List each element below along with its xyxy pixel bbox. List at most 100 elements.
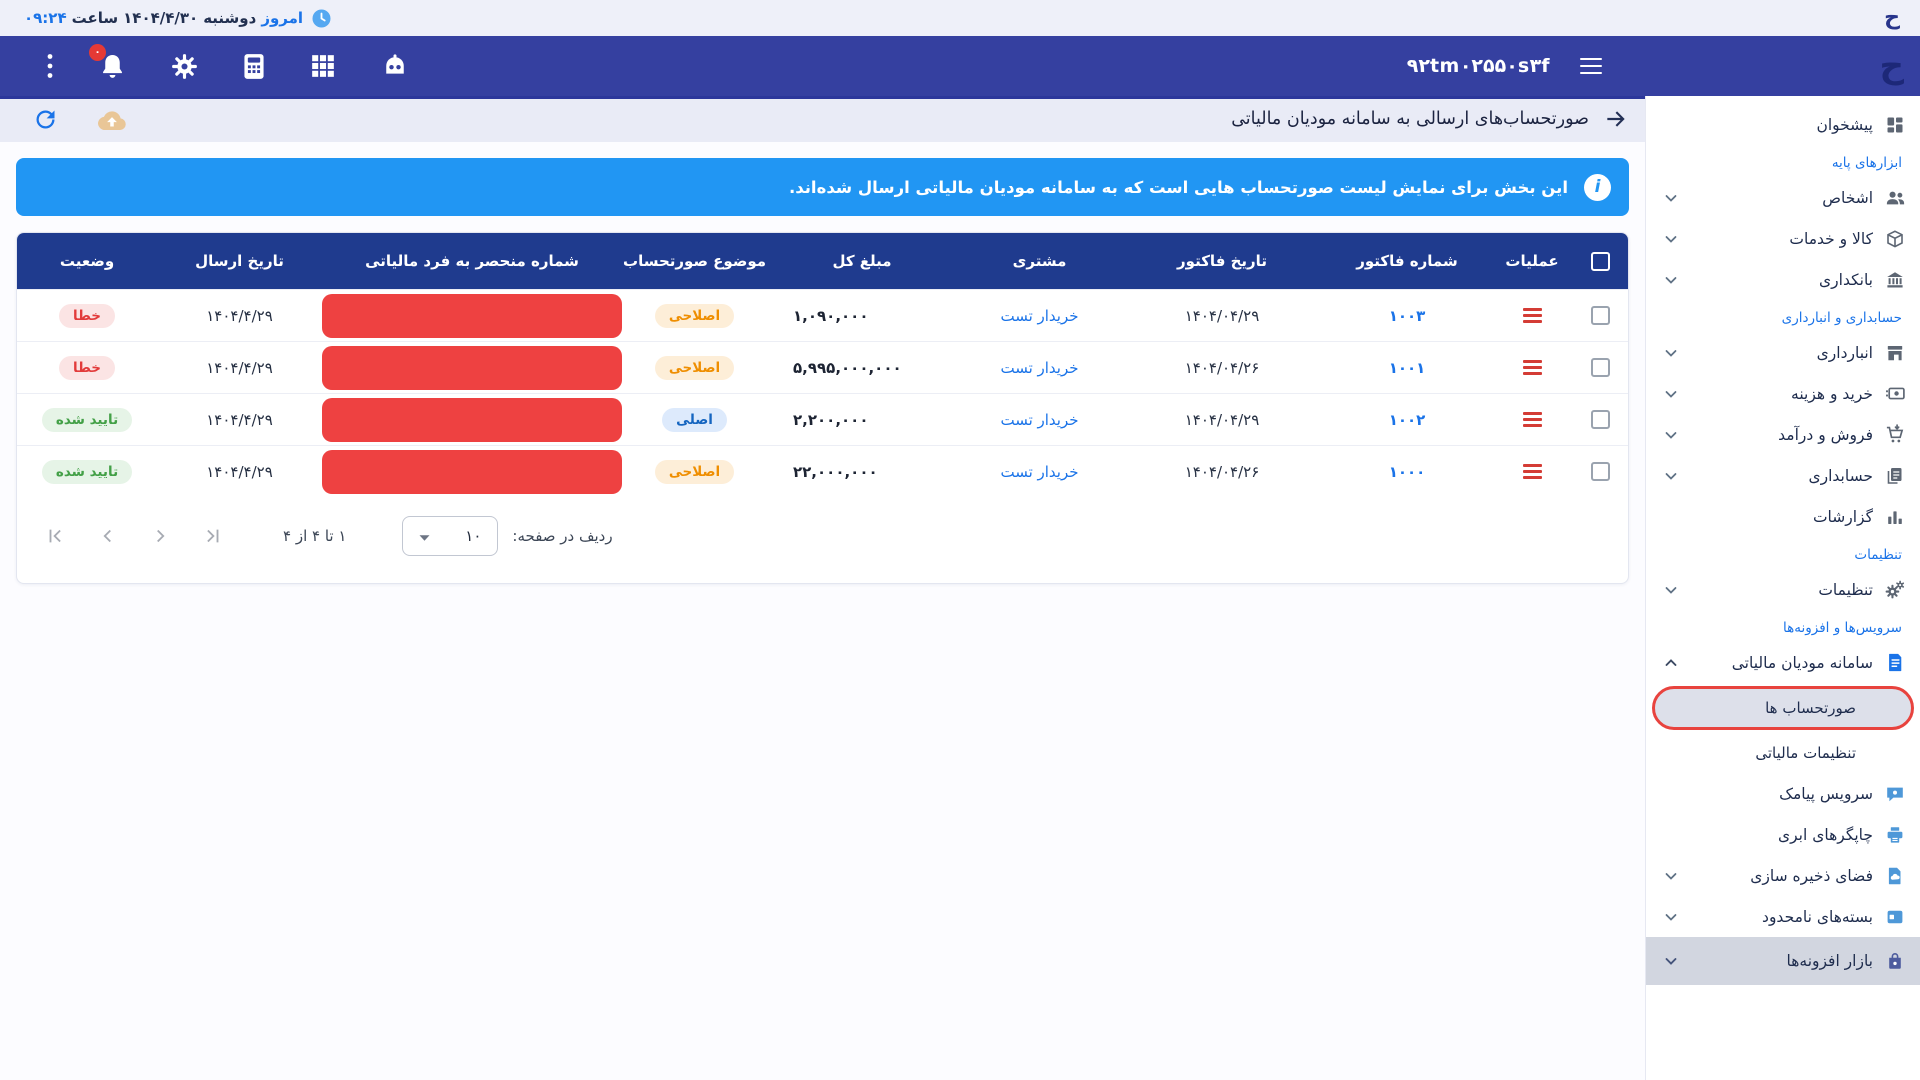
dashboard-icon <box>1884 114 1906 136</box>
cloud-upload-icon[interactable] <box>98 106 126 133</box>
top-strip: ح امروز دوشنبه ۱۴۰۴/۴/۳۰ ساعت ۰۹:۲۴ <box>0 0 1920 36</box>
total-amount: ۲,۲۰۰,۰۰۰ <box>793 410 869 429</box>
calculator-icon[interactable] <box>242 53 266 80</box>
row-checkbox[interactable] <box>1590 358 1610 377</box>
sidebar-item-unlimited-packages[interactable]: بسته‌های نامحدود <box>1646 896 1920 937</box>
row-actions-menu-icon[interactable] <box>1522 464 1542 479</box>
select-arrow-icon <box>419 527 430 546</box>
chevron-down-icon <box>1664 273 1678 287</box>
sidebar-section-services-addons: سرویس‌ها و افزونه‌ها <box>1783 620 1902 636</box>
back-arrow-icon[interactable] <box>1603 106 1629 132</box>
row-checkbox[interactable] <box>1590 462 1610 481</box>
ledger-document-icon <box>1884 465 1906 487</box>
app-logo[interactable]: ح <box>1879 46 1904 86</box>
sidebar-item-tax-moadian-system[interactable]: سامانه مودیان مالیاتی <box>1646 642 1920 683</box>
col-header-status: وضعیت <box>59 252 115 270</box>
sidebar-item-goods-services[interactable]: کالا و خدمات <box>1646 218 1920 259</box>
row-actions-menu-icon[interactable] <box>1522 308 1542 323</box>
sidebar-item-label: بسته‌های نامحدود <box>1762 907 1873 926</box>
invoice-number-link[interactable]: ۱۰۰۰ <box>1388 462 1426 481</box>
customer-link[interactable]: خریدار تست <box>1000 358 1079 377</box>
row-checkbox[interactable] <box>1590 410 1610 429</box>
clock-icon <box>312 9 331 28</box>
shopping-cart-icon <box>1884 424 1906 446</box>
gear-icon[interactable] <box>171 53 198 80</box>
sidebar-item-settings[interactable]: تنظیمات <box>1646 569 1920 610</box>
invoice-date: ۱۴۰۴/۰۴/۲۹ <box>1184 306 1260 325</box>
gears-icon <box>1884 579 1906 601</box>
last-page-button[interactable] <box>201 525 223 547</box>
today-label: امروز <box>261 9 304 27</box>
money-bill-icon <box>1884 383 1906 405</box>
chevron-down-icon <box>1664 346 1678 360</box>
sidebar-toggle-menu-icon[interactable] <box>1580 57 1602 75</box>
page-body: i این بخش برای نمایش لیست صورتحساب هایی … <box>0 142 1645 1080</box>
sidebar-item-label: صورتحساب ها <box>1765 699 1856 717</box>
customer-link[interactable]: خریدار تست <box>1000 306 1079 325</box>
sidebar-item-label: گزارشات <box>1812 507 1873 526</box>
sidebar-item-purchase-expense[interactable]: خرید و هزینه <box>1646 373 1920 414</box>
col-header-total: مبلغ کل <box>832 252 892 270</box>
status-badge: تایید شده <box>41 407 133 432</box>
sidebar-item-storage-space[interactable]: فضای ذخیره سازی <box>1646 855 1920 896</box>
col-header-customer: مشتری <box>1012 252 1067 270</box>
sidebar-section-settings: تنظیمات <box>1854 547 1902 563</box>
sidebar-item-addons-market[interactable]: بازار افزونه‌ها <box>1646 937 1920 985</box>
rows-per-page-select[interactable]: ۱۰ <box>402 516 499 556</box>
sidebar-item-persons[interactable]: اشخاص <box>1646 177 1920 218</box>
first-page-button[interactable] <box>45 525 67 547</box>
redacted-tax-id-block <box>322 397 622 442</box>
col-header-operations: عملیات <box>1505 252 1559 270</box>
people-icon <box>1884 187 1906 209</box>
sidebar-item-sms-service[interactable]: سرویس پیامک <box>1646 773 1920 814</box>
chevron-down-icon <box>1664 232 1678 246</box>
rows-per-page-value: ۱۰ <box>465 527 482 545</box>
sidebar-item-banking[interactable]: بانکداری <box>1646 259 1920 300</box>
printer-icon <box>1884 824 1906 846</box>
invoice-number-link[interactable]: ۱۰۰۳ <box>1388 306 1426 325</box>
bank-icon <box>1884 269 1906 291</box>
apps-grid-icon[interactable] <box>310 53 336 79</box>
sidebar-item-label: کالا و خدمات <box>1789 229 1873 248</box>
send-date: ۱۴۰۴/۴/۲۹ <box>206 410 273 429</box>
sidebar-subitem-invoices-selected[interactable]: صورتحساب ها <box>1652 686 1914 730</box>
redacted-tax-id-block <box>322 345 622 390</box>
row-actions-menu-icon[interactable] <box>1522 412 1542 427</box>
previous-page-button[interactable] <box>97 525 119 547</box>
header-icons: ۰ <box>46 43 410 81</box>
chevron-down-icon <box>1664 910 1678 924</box>
refresh-icon[interactable] <box>32 106 60 133</box>
sidebar-item-label: سامانه مودیان مالیاتی <box>1731 653 1873 672</box>
select-all-checkbox[interactable] <box>1590 251 1610 271</box>
sidebar-item-accounting[interactable]: حسابداری <box>1646 455 1920 496</box>
pager-buttons <box>45 525 223 547</box>
cloud-storage-file-icon <box>1884 865 1906 887</box>
invoice-number-link[interactable]: ۱۰۰۲ <box>1388 410 1426 429</box>
row-checkbox[interactable] <box>1590 306 1610 325</box>
info-icon: i <box>1584 173 1611 201</box>
chevron-down-icon <box>1664 583 1678 597</box>
time-label: ساعت <box>71 9 119 27</box>
next-page-button[interactable] <box>149 525 171 547</box>
invoice-number-link[interactable]: ۱۰۰۱ <box>1388 358 1426 377</box>
chevron-down-icon <box>1664 869 1678 883</box>
sidebar-item-sales-income[interactable]: فروش و درآمد <box>1646 414 1920 455</box>
sidebar-subitem-tax-settings[interactable]: تنظیمات مالیاتی <box>1646 733 1920 773</box>
row-actions-menu-icon[interactable] <box>1522 360 1542 375</box>
sidebar-item-dashboard[interactable]: پیشخوان <box>1646 104 1920 145</box>
customer-link[interactable]: خریدار تست <box>1000 462 1079 481</box>
invoice-date: ۱۴۰۴/۰۴/۲۶ <box>1184 462 1260 481</box>
sidebar-item-reports[interactable]: گزارشات <box>1646 496 1920 537</box>
chevron-down-icon <box>1664 428 1678 442</box>
customer-link[interactable]: خریدار تست <box>1000 410 1079 429</box>
sidebar-item-cloud-printers[interactable]: چاپگرهای ابری <box>1646 814 1920 855</box>
assistant-robot-icon[interactable] <box>380 52 410 80</box>
sidebar-item-warehousing[interactable]: انبارداری <box>1646 332 1920 373</box>
weekday-text: دوشنبه <box>203 9 257 27</box>
sidebar: پیشخوان ابزارهای پایه اشخاص کالا و خدمات… <box>1645 96 1920 1080</box>
kebab-menu-icon[interactable] <box>46 52 54 80</box>
sidebar-item-label: پیشخوان <box>1816 115 1873 134</box>
status-badge: تایید شده <box>41 459 133 484</box>
notifications-bell-icon[interactable]: ۰ <box>89 43 127 81</box>
company-code[interactable]: ۹۲tm۰۲۵۵۰s۳f <box>1406 55 1550 77</box>
